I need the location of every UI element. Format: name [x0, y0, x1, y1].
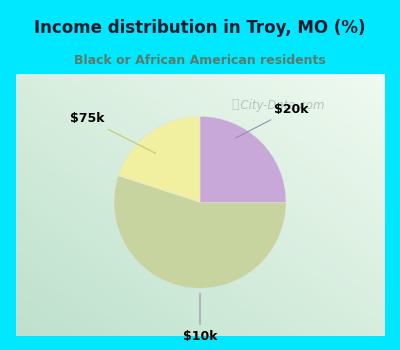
Wedge shape: [200, 117, 286, 202]
Text: ⦿: ⦿: [231, 98, 239, 112]
Text: $20k: $20k: [236, 103, 308, 138]
Text: Black or African American residents: Black or African American residents: [74, 54, 326, 67]
Wedge shape: [118, 117, 200, 202]
Text: $75k: $75k: [70, 112, 156, 153]
Wedge shape: [114, 176, 286, 288]
Text: Income distribution in Troy, MO (%): Income distribution in Troy, MO (%): [34, 19, 366, 37]
Text: $10k: $10k: [183, 293, 217, 343]
Text: City-Data.com: City-Data.com: [238, 98, 324, 112]
